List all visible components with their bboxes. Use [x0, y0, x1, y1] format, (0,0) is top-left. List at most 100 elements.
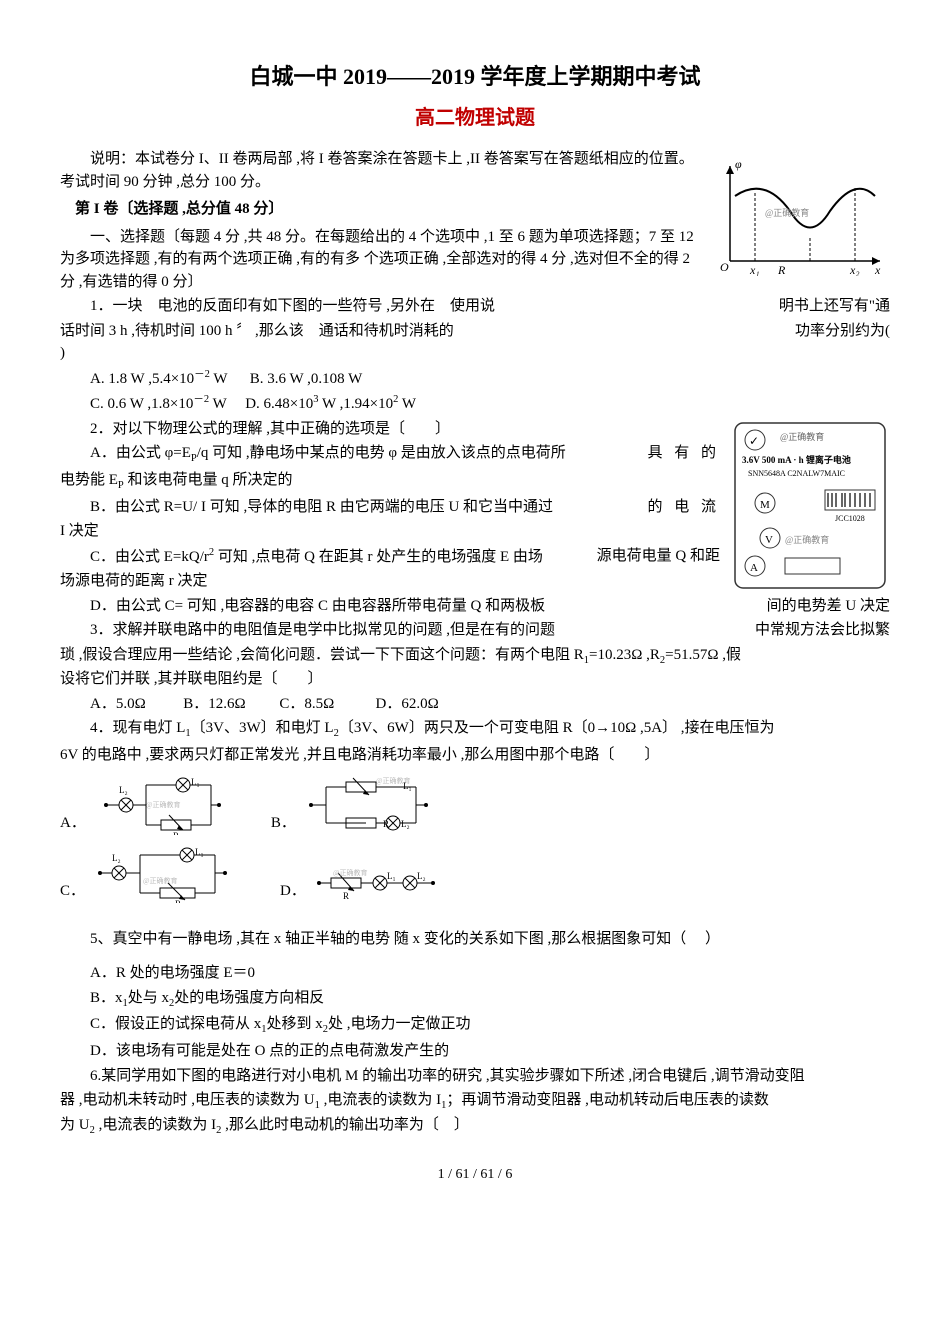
svg-text:@正确教育: @正确教育 [765, 207, 809, 218]
q1-options-cd: C. 0.6 W ,1.8×10－2 W D. 6.48×103 W ,1.94… [60, 392, 890, 416]
svg-text:@正确教育: @正确教育 [780, 431, 824, 442]
q6-l3mid: ,电流表的读数为 I [95, 1117, 216, 1133]
q5-optC: C．假设正的试探电荷从 x1处移到 x2处 ,电场力一定做正功 [60, 1013, 890, 1038]
q3-a: A．5.0Ω [90, 696, 146, 712]
q3-line3: 设将它们并联 ,其并联电阻约是〔 〕 [60, 668, 890, 691]
q6-l3pre: 为 U [60, 1117, 90, 1133]
q6-line1: 6.某同学用如下图的电路进行对小电机 M 的输出功率的研究 ,其实验步骤如下所述… [60, 1065, 890, 1088]
q2c-pre: C．由公式 E=kQ/r [90, 549, 209, 565]
q6-line3: 为 U2 ,电流表的读数为 I2 ,那么此时电动机的输出功率为〔 〕 [60, 1114, 890, 1139]
circuit-row-ab: A． L₂ L₁ R @正确教育 B． [60, 775, 890, 835]
q6-l2end: ；再调节滑动变阻器 ,电动机转动后电压表的读数 [446, 1092, 769, 1108]
q5-optB: B．x1处与 x2处的电场强度方向相反 [60, 987, 890, 1012]
svg-text:3.6V 500 mA · h 锂离子电池: 3.6V 500 mA · h 锂离子电池 [742, 454, 851, 465]
q1-right1: 明书上还写有"通 [749, 295, 890, 318]
q5b-end: 处的电场强度方向相反 [174, 990, 324, 1006]
q6-l2pre: 器 ,电动机未转动时 ,电压表的读数为 U [60, 1092, 315, 1108]
q6-line2: 器 ,电动机未转动时 ,电压表的读数为 U1 ,电流表的读数为 I1；再调节滑动… [60, 1089, 890, 1114]
q2d-right: 间的电势差 U 决定 [737, 595, 890, 618]
q3-options: A．5.0Ω B．12.6Ω C．8.5Ω D．62.0Ω [60, 693, 890, 716]
svg-text:x₂: x₂ [849, 263, 860, 276]
q2d-pre: D．由公式 C= 可知 ,电容器的电容 C 由电容器所带电荷量 Q 和两极板 [90, 598, 545, 614]
q1-b: B. 3.6 W ,0.108 W [250, 371, 363, 387]
q4-label-c: C． [60, 880, 85, 903]
q2a-right: 具 有 的 [617, 442, 720, 465]
q6-l2mid: ,电流表的读数为 I [320, 1092, 441, 1108]
circuit-row-cd: C． L₂ L₁ @正确教育 R D． [60, 843, 890, 903]
q1-a-exp: －2 [194, 369, 210, 380]
q1-options-ab: A. 1.8 W ,5.4×10－2 W B. 3.6 W ,0.108 W [60, 367, 890, 391]
q1-a-end: W [210, 371, 227, 387]
q1-right2: 功率分别约为( [795, 320, 890, 343]
svg-text:L₁: L₁ [403, 781, 412, 791]
intro-pre: 一、选择题〔每题 4 分 ,共 48 分。在每题给出的 4 个选项中 [90, 229, 480, 245]
circuit-a: A． L₂ L₁ R @正确教育 [60, 775, 231, 835]
q3-l1-right: 中常规方法会比拟繁 [725, 619, 890, 642]
svg-text:@正确教育: @正确教育 [333, 868, 367, 877]
q1-text2: 话时间 3 h ,待机时间 100 h 〞 ,那么该 通话和待机时消耗的 [60, 323, 454, 339]
svg-text:@正确教育: @正确教育 [143, 876, 177, 885]
q2b-right: 的 电 流 [617, 496, 720, 519]
svg-text:R: R [777, 263, 786, 276]
q5c-pre: C．假设正的试探电荷从 x [90, 1016, 261, 1032]
q3-l1: 3．求解并联电路中的电阻值是电学中比拟常见的问题 ,但是在有的问题 [90, 622, 555, 638]
q2c-end: 可知 ,点电荷 Q 在距其 r 处产生的电场强度 E 由场 [214, 549, 543, 565]
svg-text:L₂: L₂ [401, 819, 410, 829]
q1-d-end: W [398, 396, 416, 412]
q1-a-pre: A. 1.8 W ,5.4×10 [90, 371, 194, 387]
q2a-mid: /q 可知 ,静电场中某点的电势 φ 是由放入该点的点电荷所 [197, 445, 566, 461]
svg-text:@正确教育: @正确教育 [785, 534, 829, 545]
q5-optA: A．R 处的电场强度 E＝0 [60, 962, 890, 985]
svg-text:@正确教育: @正确教育 [146, 800, 180, 809]
q2-optD: D．由公式 C= 可知 ,电容器的电容 C 由电容器所带电荷量 Q 和两极板 间… [60, 595, 890, 618]
q3-line2: 琐 ,假设合理应用一些结论 ,会简化问题．尝试一下下面这个问题：有两个电阻 R1… [60, 644, 890, 669]
svg-text:✓: ✓ [749, 434, 759, 448]
q1-c-pre: C. 0.6 W ,1.8×10 [90, 396, 193, 412]
q1-line1: 1．一块 电池的反面印有如下图的一些符号 ,另外在 使用说 明书上还写有"通 [60, 295, 890, 318]
circuit-b: B． @正确教育 L₁ R L₂ [271, 775, 441, 835]
phone-battery-diagram: ✓ @正确教育 3.6V 500 mA · h 锂离子电池 SNN5648A C… [730, 418, 890, 588]
svg-text:O: O [720, 260, 729, 274]
q2a-l2end: 和该电荷电量 q 所决定的 [124, 472, 293, 488]
q2a-l2: 电势能 E [60, 472, 118, 488]
svg-text:JCC1028: JCC1028 [835, 514, 865, 523]
circuit-d: D． @正确教育 R L₁ L₂ [280, 863, 461, 903]
q2c-right: 源电荷电量 Q 和距 [567, 545, 720, 568]
page-subtitle: 高二物理试题 [60, 103, 890, 133]
q4-pre: 4．现有电灯 L [90, 720, 185, 736]
svg-text:A: A [750, 562, 758, 574]
q1-c-end: W [209, 396, 226, 412]
svg-text:R: R [175, 899, 181, 903]
page-title: 白城一中 2019——2019 学年度上学期期中考试 [60, 60, 890, 93]
page-footer: 1 / 61 / 61 / 6 [60, 1164, 890, 1185]
q5-optD: D．该电场有可能是处在 O 点的正的点电荷激发产生的 [60, 1040, 890, 1063]
svg-text:R: R [343, 891, 349, 901]
svg-text:L₂: L₂ [112, 853, 121, 863]
q1-d-mid: W ,1.94×10 [319, 396, 394, 412]
q4-end: 〔3V、6W〕两只及一个可变电阻 R〔0→10Ω ,5A〕 ,接在电压恒为 [339, 720, 775, 736]
q5c-mid: 处移到 x [267, 1016, 323, 1032]
q3-l2end: =51.57Ω ,假 [665, 647, 741, 663]
q3-l2pre: 琐 ,假设合理应用一些结论 ,会简化问题．尝试一下下面这个问题：有两个电阻 R [60, 647, 584, 663]
q5-text: 5、真空中有一静电场 ,其在 x 轴正半轴的电势 随 x 变化的关系如下图 ,那… [60, 928, 890, 951]
svg-text:φ: φ [735, 157, 742, 171]
q4-label-d: D． [280, 880, 306, 903]
svg-text:x: x [874, 263, 881, 276]
q1-d-pre: D. 6.48×10 [245, 396, 313, 412]
q4-line2: 6V 的电路中 ,要求两只灯都正常发光 ,并且电路消耗功率最小 ,那么用图中那个… [60, 744, 890, 767]
q5c-end: 处 ,电场力一定做正功 [328, 1016, 471, 1032]
q1-close: ) [60, 342, 890, 365]
svg-text:L₂: L₂ [417, 871, 426, 881]
svg-text:SNN5648A C2NALW7MAIC: SNN5648A C2NALW7MAIC [748, 469, 845, 478]
q2b-pre: B．由公式 R=U/ I 可知 ,导体的电阻 R 由它两端的电压 U 和它当中通… [90, 499, 553, 515]
q4-label-b: B． [271, 812, 296, 835]
q1-c-exp: －2 [193, 394, 209, 405]
q1-line2: 话时间 3 h ,待机时间 100 h 〞 ,那么该 通话和待机时消耗的 功率分… [60, 320, 890, 343]
q3-c: C．8.5Ω [279, 696, 334, 712]
q3-b: B．12.6Ω [183, 696, 245, 712]
circuit-c: C． L₂ L₁ @正确教育 R [60, 843, 240, 903]
svg-text:L₂: L₂ [119, 785, 128, 795]
q3-line1: 3．求解并联电路中的电阻值是电学中比拟常见的问题 ,但是在有的问题 中常规方法会… [60, 619, 890, 642]
svg-text:V: V [765, 534, 773, 546]
svg-text:L₁: L₁ [387, 871, 396, 881]
